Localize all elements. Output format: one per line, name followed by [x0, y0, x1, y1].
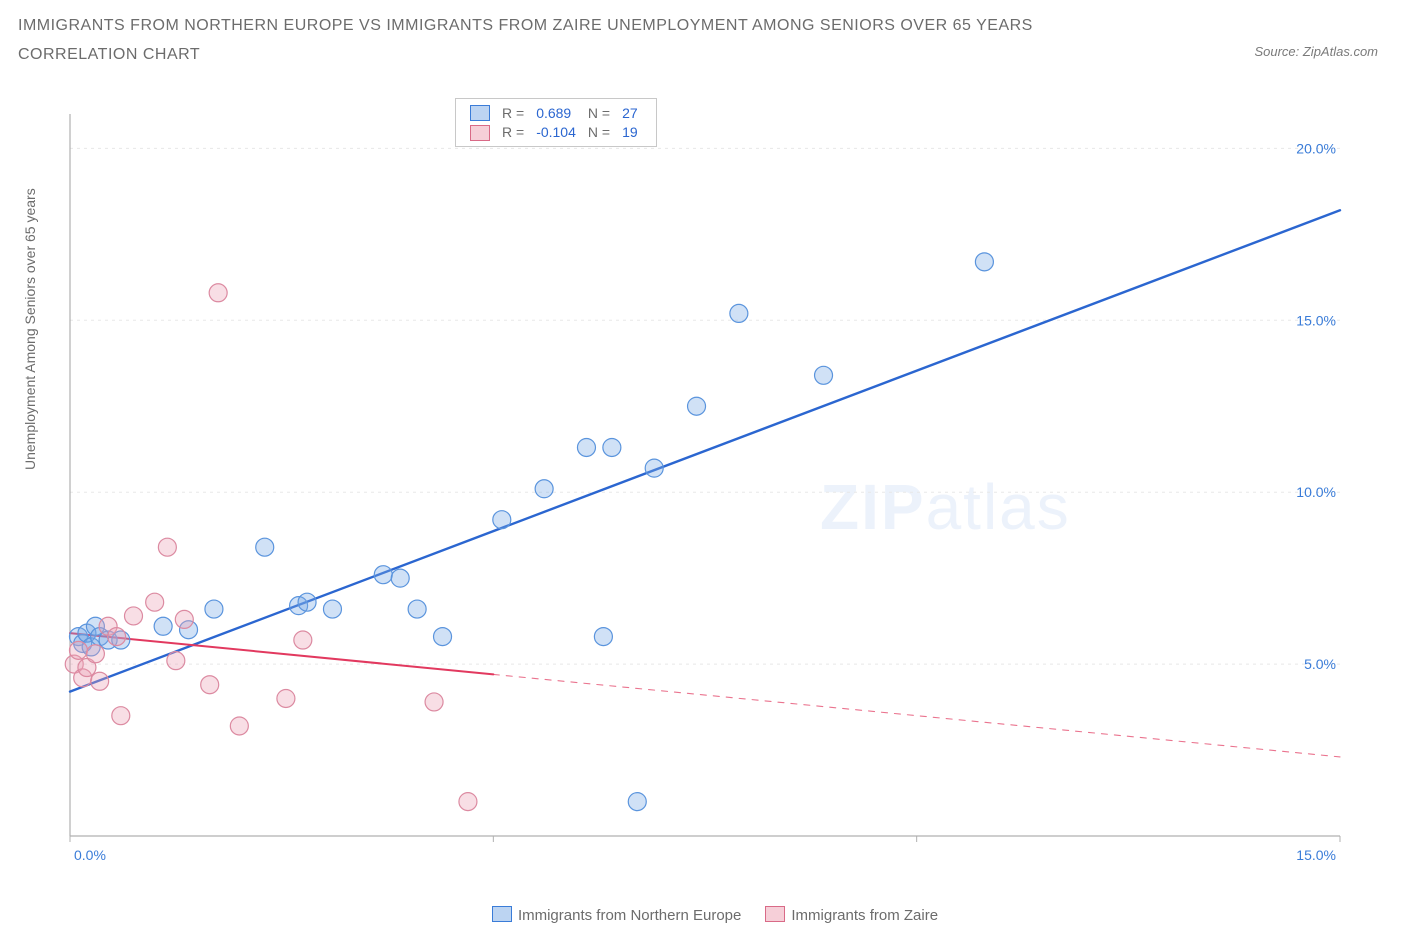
point-northern_europe — [594, 628, 612, 646]
point-zaire — [158, 538, 176, 556]
point-northern_europe — [256, 538, 274, 556]
point-zaire — [277, 689, 295, 707]
point-zaire — [91, 672, 109, 690]
legend-label: Immigrants from Northern Europe — [518, 907, 741, 924]
point-zaire — [230, 717, 248, 735]
point-northern_europe — [408, 600, 426, 618]
point-northern_europe — [154, 617, 172, 635]
y-tick-label: 10.0% — [1296, 484, 1336, 500]
trend-line-zaire-dashed — [493, 674, 1340, 757]
point-zaire — [86, 645, 104, 663]
point-zaire — [69, 641, 87, 659]
point-northern_europe — [374, 566, 392, 584]
point-northern_europe — [434, 628, 452, 646]
chart-title-line2: CORRELATION CHART — [18, 41, 1226, 70]
x-tick-label: 0.0% — [74, 847, 106, 863]
point-zaire — [108, 628, 126, 646]
point-zaire — [175, 610, 193, 628]
point-northern_europe — [815, 366, 833, 384]
point-northern_europe — [493, 511, 511, 529]
point-zaire — [425, 693, 443, 711]
series-legend: Immigrants from Northern Europe Immigrant… — [0, 906, 1406, 924]
point-northern_europe — [975, 253, 993, 271]
point-northern_europe — [688, 397, 706, 415]
point-northern_europe — [577, 438, 595, 456]
page: IMMIGRANTS FROM NORTHERN EUROPE VS IMMIG… — [0, 0, 1406, 930]
point-northern_europe — [603, 438, 621, 456]
point-zaire — [201, 676, 219, 694]
point-zaire — [459, 793, 477, 811]
title-block: IMMIGRANTS FROM NORTHERN EUROPE VS IMMIG… — [18, 12, 1226, 70]
y-tick-label: 5.0% — [1304, 656, 1336, 672]
point-zaire — [167, 652, 185, 670]
point-northern_europe — [730, 304, 748, 322]
y-axis-label: Unemployment Among Seniors over 65 years — [22, 188, 38, 470]
point-northern_europe — [391, 569, 409, 587]
y-tick-label: 20.0% — [1296, 140, 1336, 156]
point-northern_europe — [535, 480, 553, 498]
point-zaire — [146, 593, 164, 611]
point-northern_europe — [628, 793, 646, 811]
point-northern_europe — [298, 593, 316, 611]
legend-swatch — [765, 906, 785, 922]
legend-label: Immigrants from Zaire — [791, 907, 938, 924]
point-northern_europe — [645, 459, 663, 477]
point-zaire — [294, 631, 312, 649]
source-label: Source: ZipAtlas.com — [1254, 44, 1378, 59]
point-zaire — [125, 607, 143, 625]
x-tick-label: 15.0% — [1296, 847, 1336, 863]
point-zaire — [112, 707, 130, 725]
y-tick-label: 15.0% — [1296, 312, 1336, 328]
legend-swatch — [492, 906, 512, 922]
scatter-plot: 5.0% 10.0% 15.0% 20.0% 0.0% 15.0% — [60, 100, 1380, 880]
point-northern_europe — [205, 600, 223, 618]
point-zaire — [209, 284, 227, 302]
chart-title-line1: IMMIGRANTS FROM NORTHERN EUROPE VS IMMIG… — [18, 12, 1226, 41]
point-northern_europe — [323, 600, 341, 618]
trend-line-northern_europe — [70, 210, 1340, 691]
